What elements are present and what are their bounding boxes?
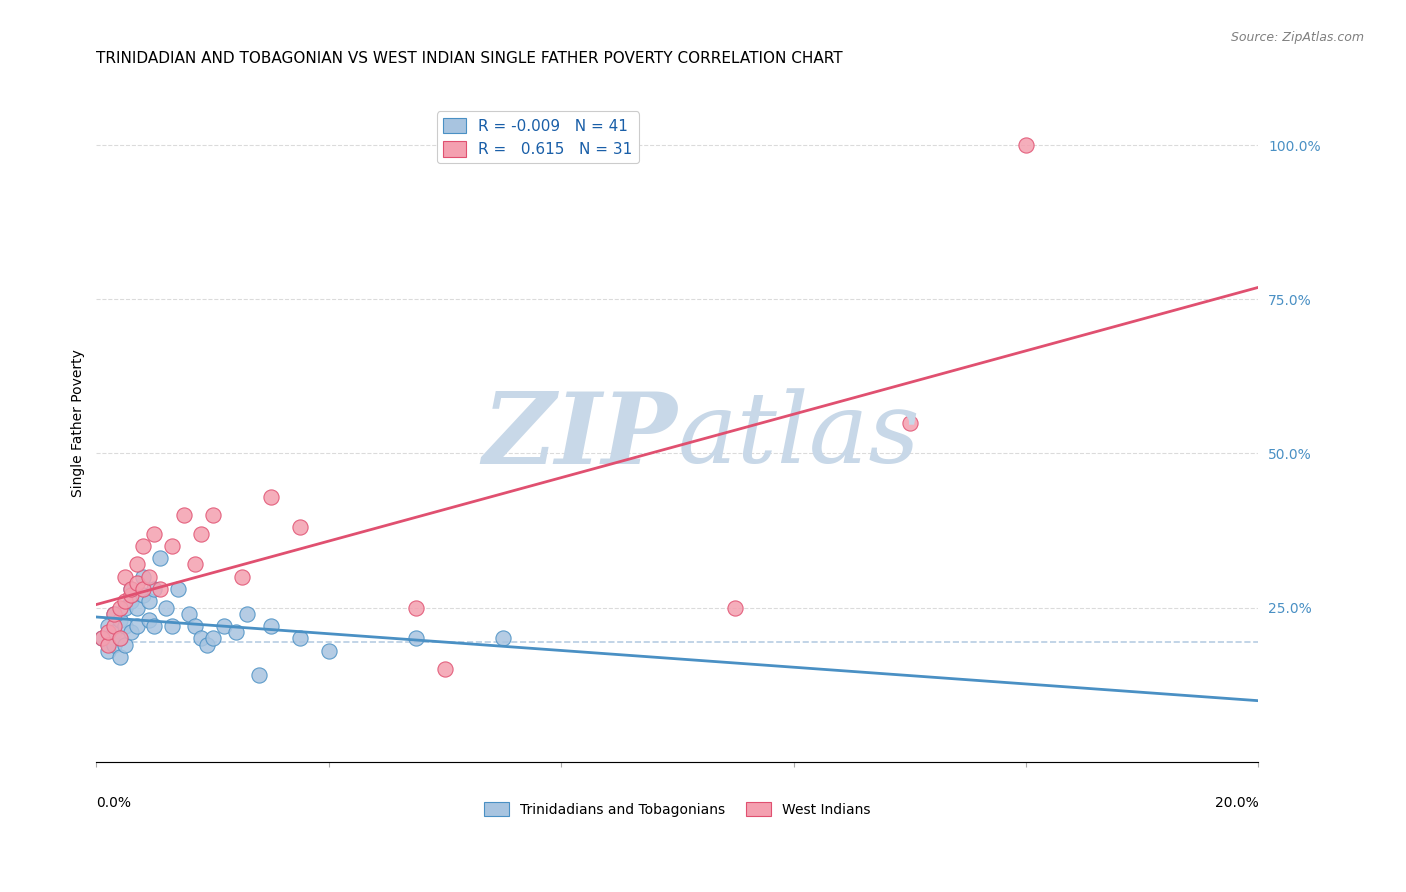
Y-axis label: Single Father Poverty: Single Father Poverty [72,349,86,497]
Point [114,570,136,584]
Point [97,638,120,652]
Point [184,558,207,572]
Point [108,632,131,646]
Point [108,649,131,664]
Point [103,607,125,621]
Point [108,632,131,646]
Point [97,619,120,633]
Point [120,625,142,640]
Point [114,600,136,615]
Point [132,570,155,584]
Text: 0.0%: 0.0% [97,796,131,810]
Point [125,558,148,572]
Point [231,570,253,584]
Point [155,600,177,615]
Point [132,539,155,553]
Point [143,619,166,633]
Point [97,625,120,640]
Point [236,607,259,621]
Point [166,582,188,596]
Point [125,576,148,591]
Point [405,600,427,615]
Point [108,600,131,615]
Point [138,570,160,584]
Point [120,582,142,596]
Point [433,662,456,676]
Point [179,607,201,621]
Point [318,644,340,658]
Point [143,526,166,541]
Point [288,632,311,646]
Point [259,619,281,633]
Point [138,613,160,627]
Point [108,613,131,627]
Point [103,619,125,633]
Point [492,632,515,646]
Point [225,625,247,640]
Point [288,520,311,534]
Point [103,607,125,621]
Point [120,594,142,608]
Point [247,668,270,682]
Point [190,526,212,541]
Point [143,582,166,596]
Point [103,625,125,640]
Point [125,600,148,615]
Point [103,638,125,652]
Point [132,588,155,602]
Point [114,638,136,652]
Point [201,632,224,646]
Point [212,619,235,633]
Text: atlas: atlas [678,389,920,483]
Point [898,416,921,430]
Text: ZIP: ZIP [482,388,678,484]
Point [195,638,218,652]
Point [190,632,212,646]
Point [97,644,120,658]
Point [114,619,136,633]
Text: 20.0%: 20.0% [1215,796,1258,810]
Point [160,539,183,553]
Text: Source: ZipAtlas.com: Source: ZipAtlas.com [1230,31,1364,45]
Point [132,582,155,596]
Legend: Trinidadians and Tobagonians, West Indians: Trinidadians and Tobagonians, West India… [478,797,876,822]
Point [114,594,136,608]
Point [201,508,224,522]
Point [138,594,160,608]
Point [724,600,747,615]
Point [173,508,195,522]
Point [149,582,172,596]
Point [120,582,142,596]
Text: TRINIDADIAN AND TOBAGONIAN VS WEST INDIAN SINGLE FATHER POVERTY CORRELATION CHAR: TRINIDADIAN AND TOBAGONIAN VS WEST INDIA… [97,51,844,66]
Point [405,632,427,646]
Point [160,619,183,633]
Point [184,619,207,633]
Point [91,632,114,646]
Point [125,619,148,633]
Point [259,490,281,504]
Point [1015,138,1038,153]
Point [91,632,114,646]
Point [149,551,172,566]
Point [120,588,142,602]
